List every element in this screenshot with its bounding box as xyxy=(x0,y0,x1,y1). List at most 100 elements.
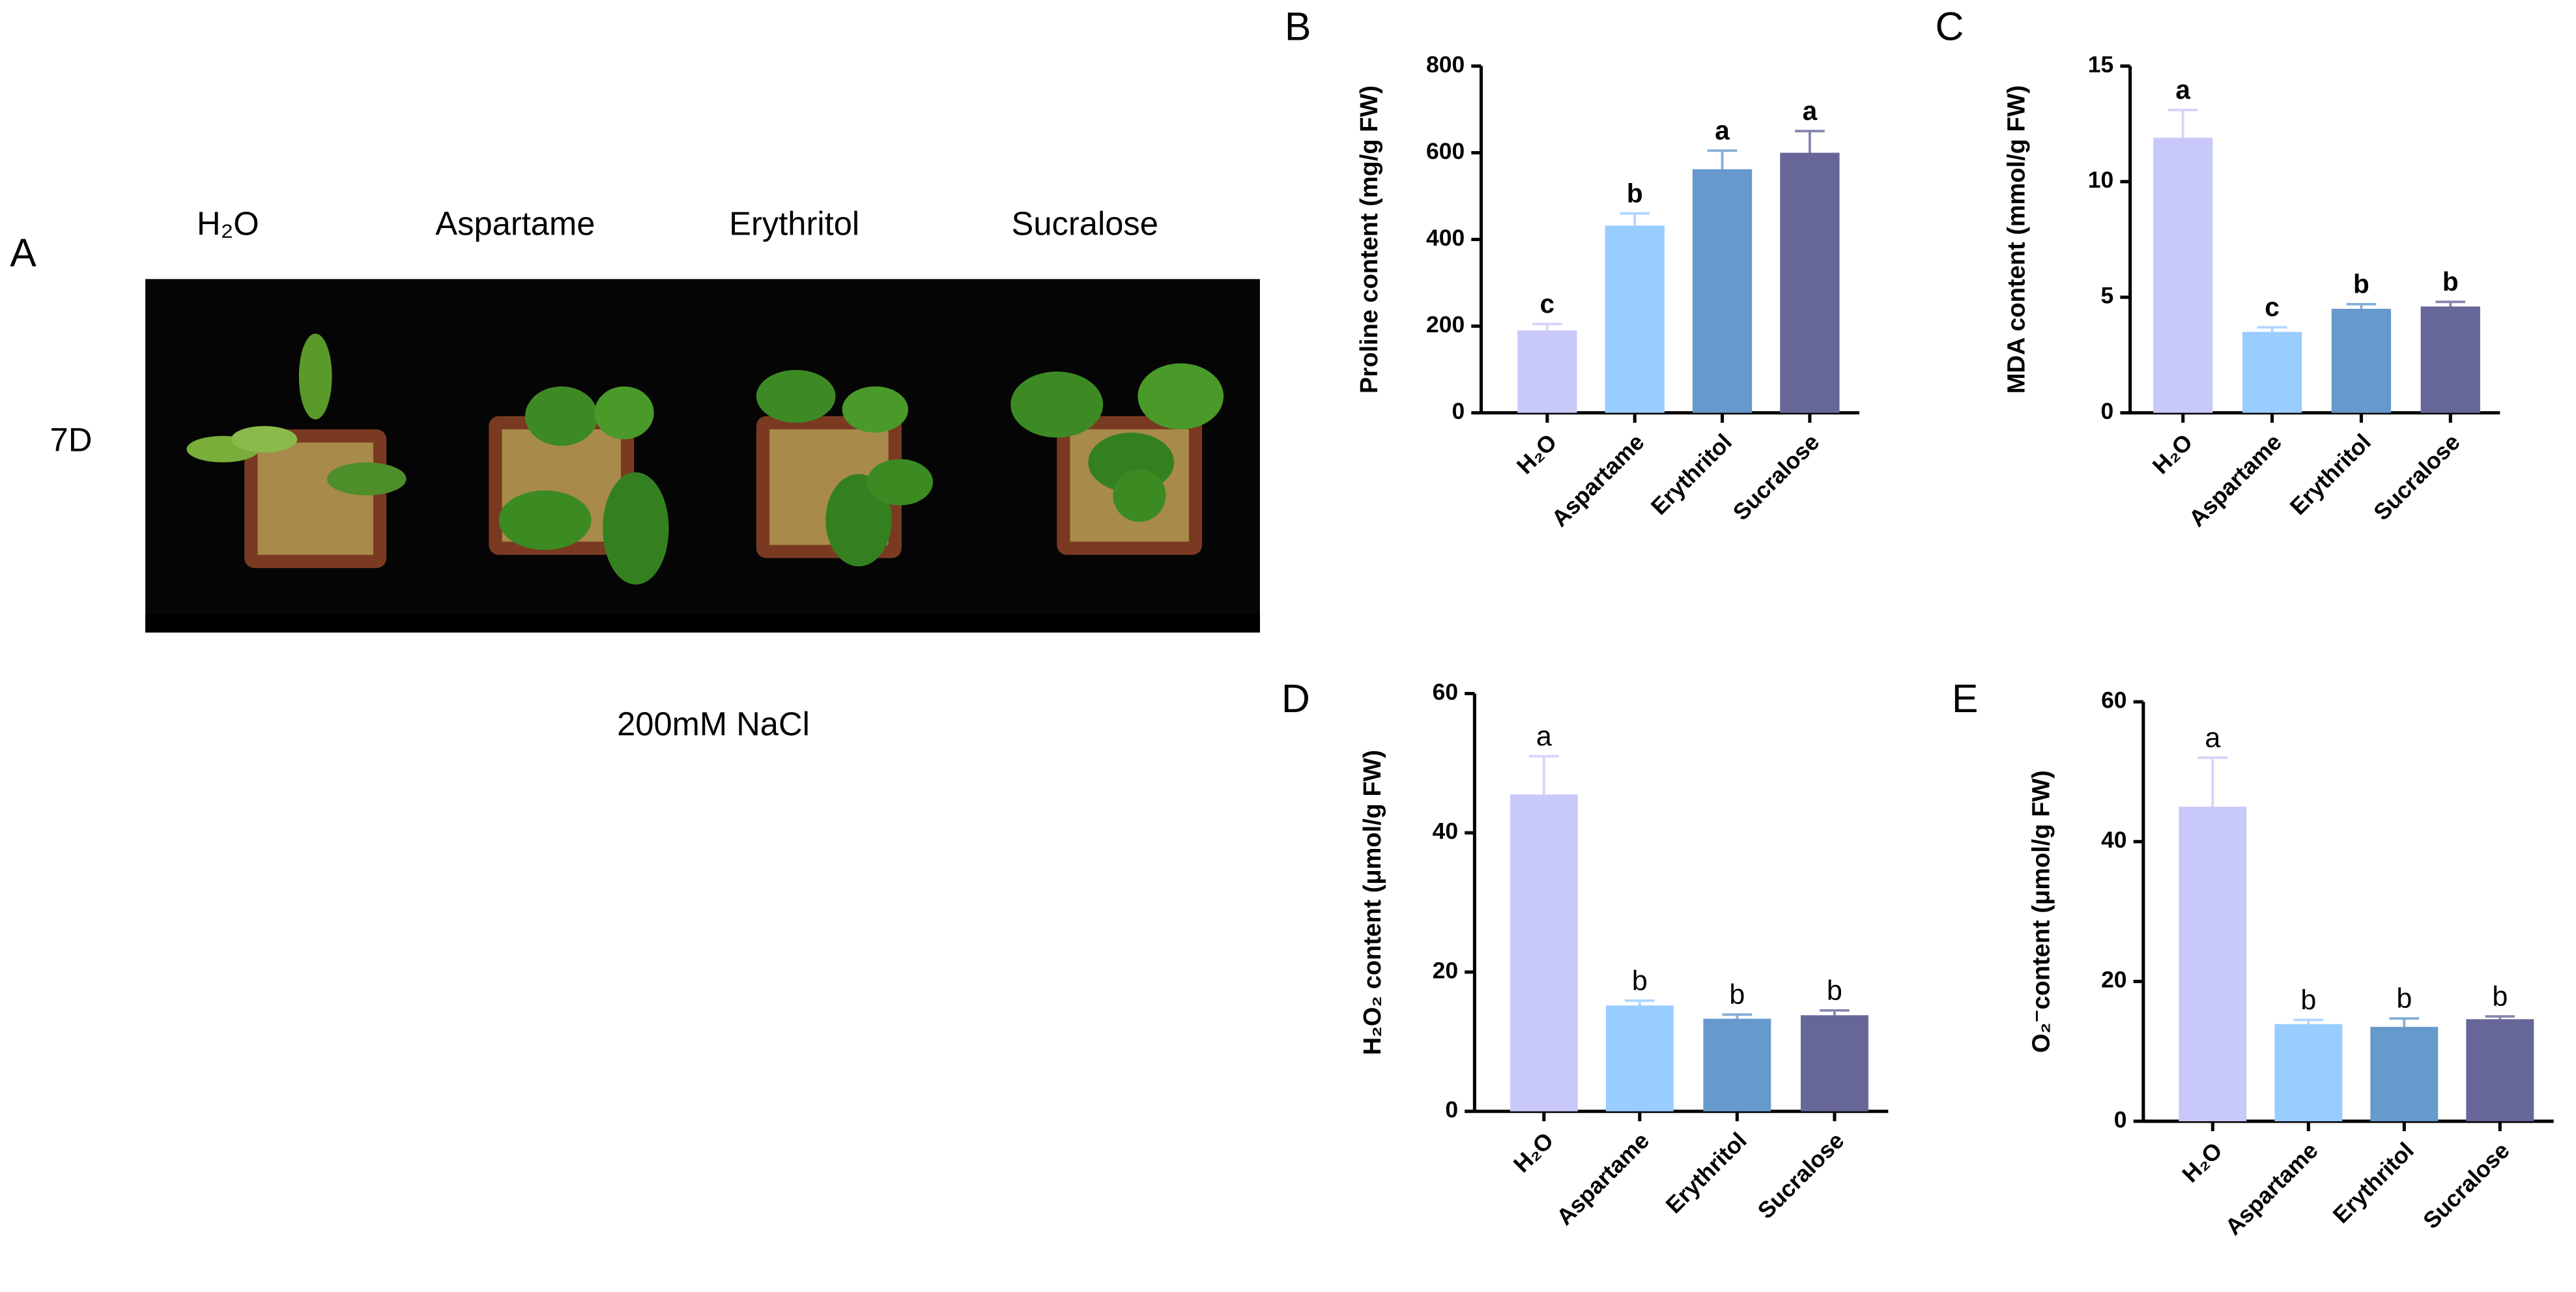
panel-letter: E xyxy=(1952,676,1979,721)
significance-letter: c xyxy=(2265,292,2280,322)
bar xyxy=(1800,1015,1868,1112)
y-tick-label: 800 xyxy=(1426,51,1465,78)
y-tick-label: 40 xyxy=(2101,827,2126,853)
plant xyxy=(756,369,934,567)
y-tick-label: 200 xyxy=(1426,311,1465,337)
bar xyxy=(1605,225,1665,413)
bar xyxy=(2466,1019,2534,1121)
x-tick-label: Aspartame xyxy=(2220,1137,2323,1240)
error-bar xyxy=(2168,108,2198,138)
bar xyxy=(1692,169,1753,413)
significance-letter: b xyxy=(2353,269,2369,299)
x-tick-label: Aspartame xyxy=(1547,429,1650,532)
leaf xyxy=(756,369,836,423)
error-bar xyxy=(2197,756,2228,807)
bar xyxy=(1510,794,1578,1112)
x-tick-label: Erythritol xyxy=(2285,429,2376,520)
y-axis-label: O₂⁻content (μmol/g FW) xyxy=(2027,770,2055,1053)
x-tick-label: Aspartame xyxy=(2184,429,2287,532)
y-tick-label: 400 xyxy=(1426,225,1465,251)
error-bar xyxy=(2485,1015,2515,1020)
significance-letter: b xyxy=(2492,981,2508,1012)
leaf xyxy=(1010,371,1104,438)
y-tick-label: 20 xyxy=(1433,957,1458,983)
error-bar xyxy=(2293,1018,2324,1024)
plant xyxy=(489,386,669,585)
y-tick-label: 40 xyxy=(1433,818,1458,844)
leaf xyxy=(842,386,909,433)
x-tick-label: Sucralose xyxy=(1728,429,1824,525)
panel-letter: B xyxy=(1285,5,1311,49)
panel-letter: A xyxy=(10,231,36,275)
leaf xyxy=(298,333,332,420)
y-tick-label: 0 xyxy=(2114,1106,2127,1132)
significance-letter: b xyxy=(1627,178,1643,208)
bar xyxy=(1703,1018,1771,1112)
bar xyxy=(2420,306,2480,413)
soil xyxy=(257,442,373,555)
plant xyxy=(1010,363,1224,555)
bar xyxy=(2179,807,2247,1121)
column-label: Aspartame xyxy=(435,205,595,242)
bar xyxy=(1605,1005,1674,1112)
error-bar xyxy=(1532,323,1562,331)
leaf xyxy=(1138,363,1224,429)
y-tick-label: 15 xyxy=(2088,51,2113,78)
error-bar xyxy=(2435,300,2466,307)
leaf xyxy=(866,459,934,506)
significance-letter: a xyxy=(1715,115,1730,145)
significance-letter: c xyxy=(1540,289,1555,319)
significance-letter: b xyxy=(2300,984,2316,1016)
leaf xyxy=(498,490,592,550)
bar xyxy=(2242,332,2302,413)
error-bar xyxy=(1625,999,1655,1006)
bar xyxy=(1517,330,1577,413)
x-tick-label: Erythritol xyxy=(1646,429,1737,520)
y-axis-label: MDA content (mmol/g FW) xyxy=(2003,85,2030,394)
error-bar xyxy=(2389,1017,2420,1027)
error-bar xyxy=(1722,1013,1753,1019)
x-tick-label: Aspartame xyxy=(1551,1127,1654,1230)
error-bar xyxy=(1529,754,1559,795)
y-tick-label: 60 xyxy=(2101,687,2126,713)
column-label: Erythritol xyxy=(729,205,859,242)
plant xyxy=(186,333,407,568)
error-bar xyxy=(2346,302,2377,309)
treatment-label: 200mM NaCl xyxy=(617,706,810,743)
leaf xyxy=(603,472,669,585)
significance-letter: a xyxy=(2175,75,2190,105)
x-tick-label: H₂O xyxy=(2177,1137,2227,1187)
leaf xyxy=(326,462,407,496)
bar xyxy=(2370,1027,2439,1121)
significance-letter: b xyxy=(1729,979,1745,1011)
significance-letter: b xyxy=(2442,266,2459,296)
y-tick-label: 60 xyxy=(1433,679,1458,705)
bar xyxy=(2331,308,2392,413)
leaf xyxy=(525,386,598,446)
error-bar xyxy=(1820,1009,1850,1016)
y-tick-label: 0 xyxy=(1452,398,1465,424)
bar xyxy=(2274,1024,2343,1121)
y-tick-label: 600 xyxy=(1426,138,1465,164)
x-tick-label: Sucralose xyxy=(2418,1137,2515,1233)
x-tick-label: H₂O xyxy=(1511,429,1562,479)
photo xyxy=(145,279,1260,633)
column-label: Sucralose xyxy=(1012,205,1158,242)
significance-letter: b xyxy=(1632,965,1648,996)
column-label: H₂O xyxy=(197,205,259,242)
error-bar xyxy=(1620,212,1650,226)
leaf xyxy=(594,386,654,440)
photo-strip xyxy=(145,614,1260,633)
y-tick-label: 5 xyxy=(2101,283,2114,309)
error-bar xyxy=(2257,326,2287,332)
leaf xyxy=(231,425,298,453)
significance-letter: b xyxy=(2396,983,2412,1014)
error-bar xyxy=(1795,130,1825,153)
row-label: 7D xyxy=(50,422,93,459)
y-axis-label: H₂O₂ content (μmol/g FW) xyxy=(1359,750,1386,1055)
significance-letter: a xyxy=(2205,722,2220,753)
panel-letter: C xyxy=(1936,5,1964,49)
x-tick-label: H₂O xyxy=(1508,1127,1558,1177)
